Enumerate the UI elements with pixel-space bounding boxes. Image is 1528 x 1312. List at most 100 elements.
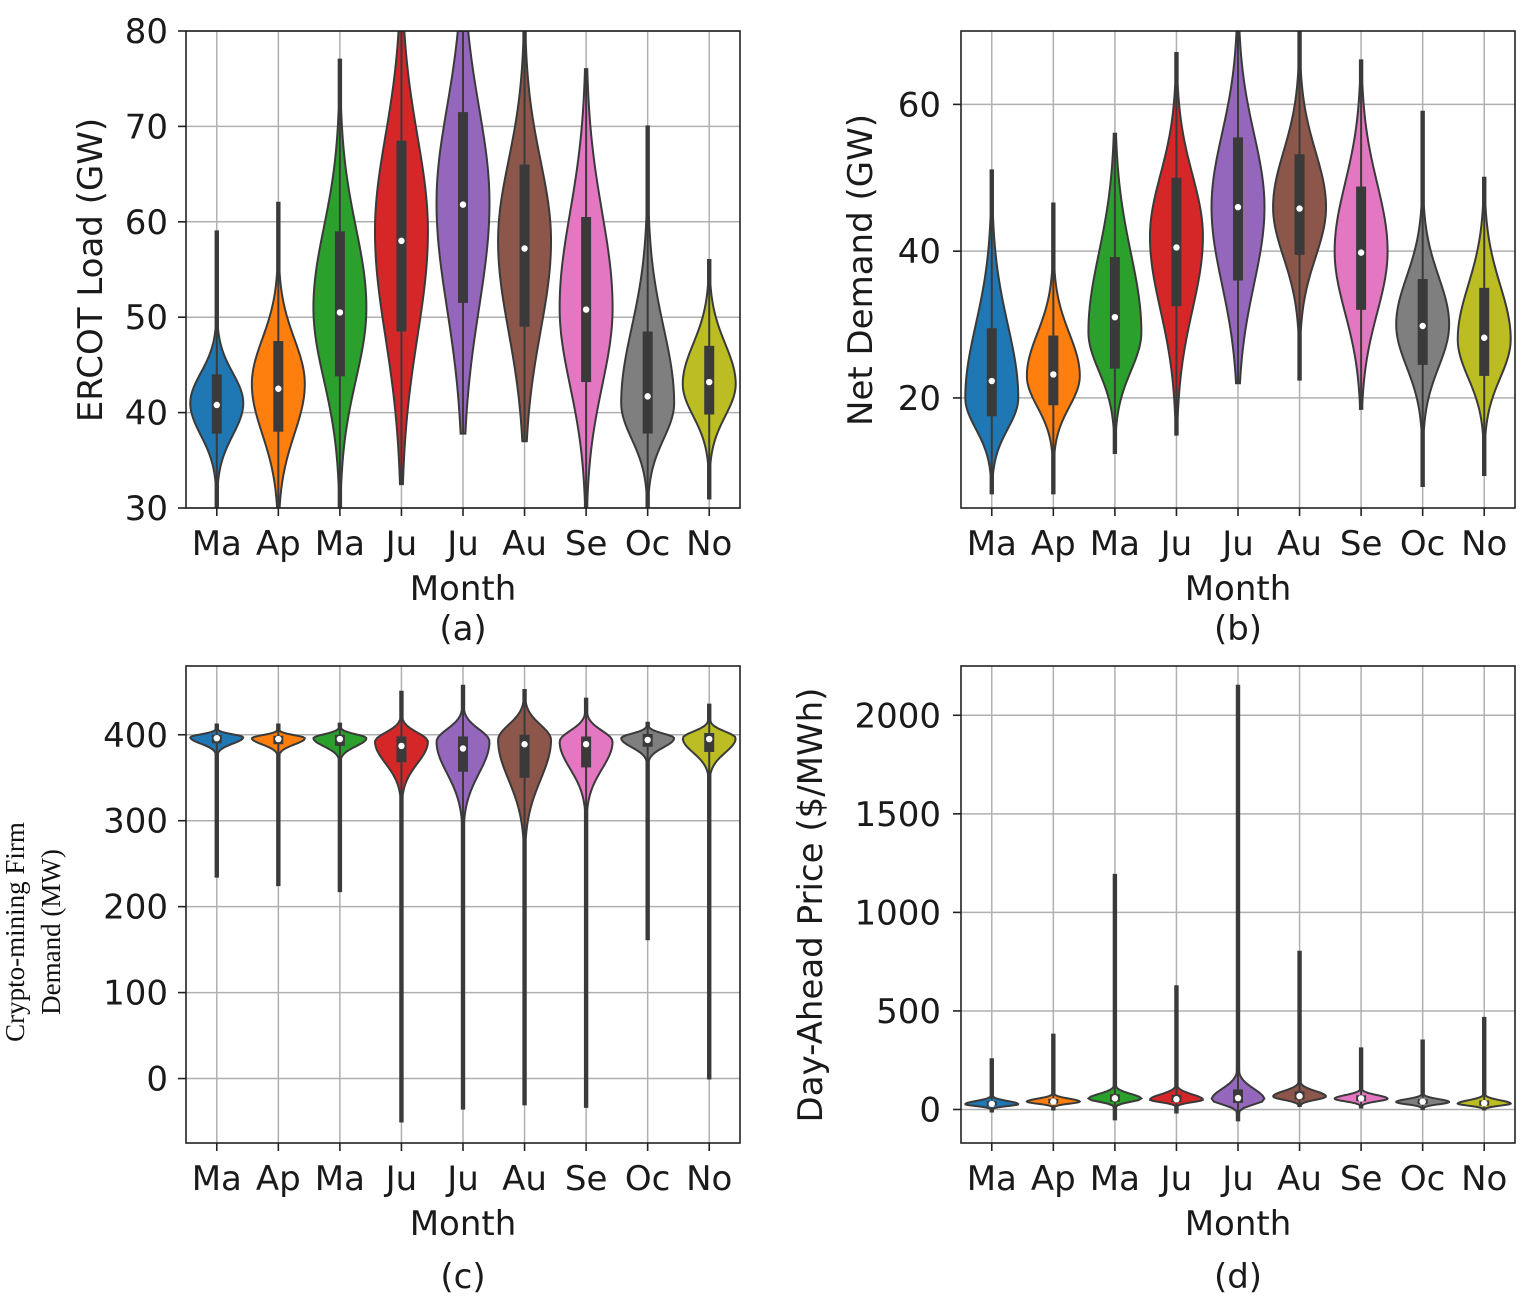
panel-caption: (c) <box>440 1257 485 1297</box>
x-axis-label: Month <box>1185 569 1292 609</box>
violin-median-dot <box>706 378 713 386</box>
violin-median-dot <box>336 309 344 316</box>
y-tick-label: 80 <box>125 12 168 52</box>
x-tick-label: Ju <box>1159 524 1193 564</box>
x-tick-label: Au <box>1277 1159 1322 1199</box>
violin-median-dot <box>521 245 528 252</box>
violin-median-dot <box>644 736 651 744</box>
plot-area <box>189 31 737 508</box>
violin-median-dot <box>1419 322 1426 330</box>
violin-median-dot <box>1234 1094 1242 1102</box>
violin-median-dot <box>459 201 467 208</box>
x-axis-label: Month <box>410 1204 517 1244</box>
violin-median-dot <box>275 735 282 743</box>
x-tick-label: Ma <box>1090 1159 1140 1199</box>
y-axis-label: Day-Ahead Price ($/MWh) <box>791 688 831 1123</box>
y-tick-label: 70 <box>125 107 168 147</box>
violin-median-dot <box>706 735 713 743</box>
y-axis-label-line: Demand (MW) <box>36 849 66 1015</box>
x-tick-label: Ap <box>1031 524 1076 564</box>
y-tick-label: 60 <box>898 85 941 125</box>
x-tick-label: Se <box>1340 524 1383 564</box>
x-tick-label: Ap <box>256 524 301 564</box>
x-tick-label: Ma <box>967 524 1017 564</box>
x-tick-label: Oc <box>625 524 670 564</box>
x-tick-label: Ma <box>315 524 365 564</box>
violin-median-dot <box>1419 1098 1426 1105</box>
y-axis-label: Net Demand (GW) <box>841 114 881 426</box>
x-tick-label: No <box>1461 1159 1507 1199</box>
x-tick-label: No <box>1461 524 1507 564</box>
violin-iqr-box <box>581 217 592 383</box>
y-tick-label: 50 <box>125 298 168 338</box>
violin-median-dot <box>1173 244 1180 251</box>
violin-iqr-box <box>1171 177 1182 307</box>
violin-median-dot <box>459 745 467 752</box>
y-axis-label: Crypto-mining Firm Demand (MW) <box>0 822 66 1042</box>
violin-iqr-box <box>458 736 468 772</box>
plot-area <box>964 684 1513 1122</box>
x-tick-label: Ma <box>192 1159 242 1199</box>
violin-iqr-box <box>1479 287 1490 376</box>
violin-iqr-box <box>986 328 997 417</box>
violin-iqr-box <box>1294 154 1305 255</box>
chart-panel-3: 0 100 200 300 400 Ma Ap Ma Ju Ju Au Se Oc No Month (c) C… <box>0 665 741 1297</box>
violin-iqr-box <box>396 736 407 763</box>
x-tick-label: Ju <box>384 1159 418 1199</box>
x-tick-label: Oc <box>1400 524 1445 564</box>
x-tick-label: Ju <box>1159 1159 1193 1199</box>
violin-median-dot <box>988 377 995 385</box>
x-tick-label: Ma <box>315 1159 365 1199</box>
violin-median-dot <box>521 741 528 748</box>
y-tick-label: 0 <box>919 1090 941 1130</box>
y-tick-label: 40 <box>125 394 168 434</box>
x-tick-label: No <box>686 1159 732 1199</box>
x-tick-label: Se <box>565 1159 608 1199</box>
y-tick-label: 1500 <box>854 795 941 835</box>
violin-median-dot <box>582 306 590 313</box>
violin-median-dot <box>1173 1096 1180 1103</box>
panel-caption: (b) <box>1214 609 1262 649</box>
violin-iqr-box <box>581 736 592 768</box>
y-tick-label: 1000 <box>854 893 941 933</box>
plot-area <box>964 31 1512 495</box>
y-tick-label: 40 <box>898 232 941 272</box>
x-tick-label: Ma <box>192 524 242 564</box>
y-tick-label: 400 <box>103 716 168 756</box>
x-tick-label: Ju <box>445 1159 479 1199</box>
panel-caption: (d) <box>1214 1257 1262 1297</box>
x-axis-label: Month <box>410 569 517 609</box>
violin-median-dot <box>1481 334 1488 341</box>
x-tick-label: Ap <box>1031 1159 1076 1199</box>
x-tick-label: Oc <box>1400 1159 1445 1199</box>
x-tick-label: Ju <box>1220 1159 1254 1199</box>
violin-median-dot <box>1111 1095 1119 1102</box>
y-tick-label: 30 <box>125 489 168 529</box>
violin-median-dot <box>336 735 344 743</box>
y-tick-label: 200 <box>103 888 168 928</box>
x-tick-label: Se <box>1340 1159 1383 1199</box>
violin-median-dot <box>1050 371 1057 378</box>
chart-panel-2: 20 40 60 Ma Ap Ma Ju Ju Au Se Oc No Month(b) Net Dema… <box>841 30 1516 649</box>
plot-area <box>189 684 737 1123</box>
violin-median-dot <box>644 393 651 400</box>
violin-median-dot <box>275 385 282 392</box>
x-tick-label: Au <box>502 1159 547 1199</box>
y-tick-label: 20 <box>898 379 941 419</box>
x-axis-label: Month <box>1185 1204 1292 1244</box>
panel-caption: (a) <box>439 609 486 649</box>
y-axis-label: ERCOT Load (GW) <box>71 118 111 422</box>
violin-median-dot <box>582 741 590 748</box>
violin-median-dot <box>1481 1099 1488 1107</box>
violin-median-dot <box>1296 1092 1303 1100</box>
violin-median-dot <box>398 237 405 245</box>
x-tick-label: Au <box>1277 524 1322 564</box>
violin-iqr-box <box>1417 279 1428 365</box>
violin-median-dot <box>213 401 220 409</box>
violin-iqr-box <box>1048 335 1059 406</box>
violin-iqr-box <box>642 331 653 434</box>
x-tick-label: Ma <box>1090 524 1140 564</box>
x-tick-label: No <box>686 524 732 564</box>
y-tick-label: 100 <box>103 974 168 1014</box>
